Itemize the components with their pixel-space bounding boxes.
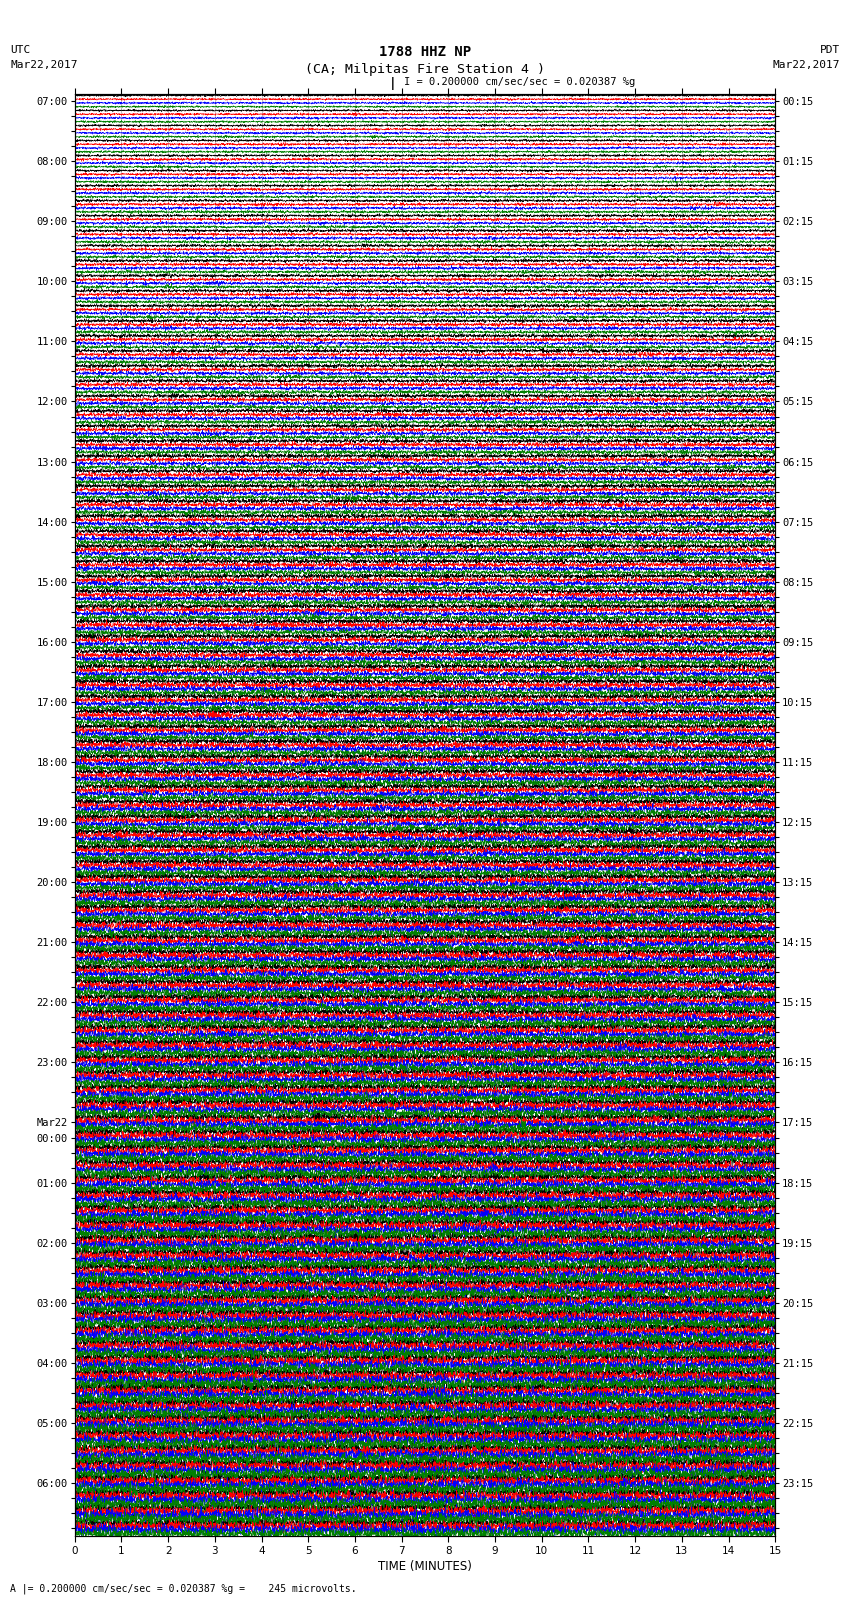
Text: Mar22,2017: Mar22,2017 — [773, 60, 840, 69]
Text: I = 0.200000 cm/sec/sec = 0.020387 %g: I = 0.200000 cm/sec/sec = 0.020387 %g — [404, 77, 635, 87]
Text: UTC: UTC — [10, 45, 31, 55]
Text: A |= 0.200000 cm/sec/sec = 0.020387 %g =    245 microvolts.: A |= 0.200000 cm/sec/sec = 0.020387 %g =… — [10, 1582, 357, 1594]
X-axis label: TIME (MINUTES): TIME (MINUTES) — [378, 1560, 472, 1573]
Text: 1788 HHZ NP: 1788 HHZ NP — [379, 45, 471, 60]
Text: PDT: PDT — [819, 45, 840, 55]
Text: (CA; Milpitas Fire Station 4 ): (CA; Milpitas Fire Station 4 ) — [305, 63, 545, 76]
Text: Mar22,2017: Mar22,2017 — [10, 60, 77, 69]
Text: |: | — [389, 77, 396, 90]
